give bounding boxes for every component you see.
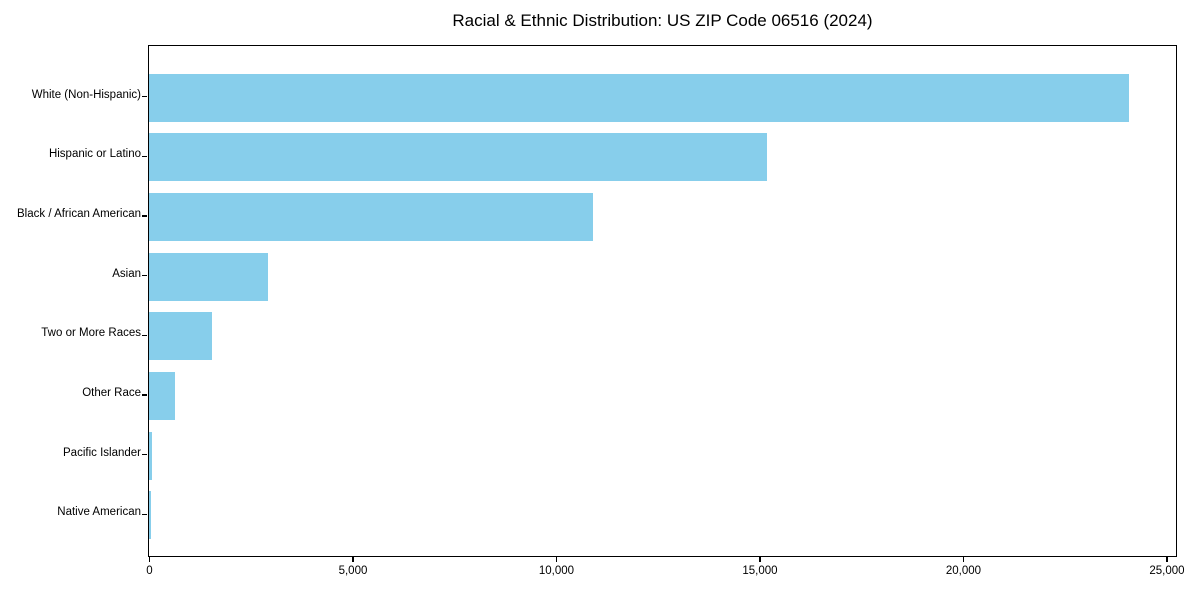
y-tick-label: Native American [57, 506, 141, 519]
bar-white-non-hispanic [149, 73, 1129, 122]
y-tick-label: Other Race [82, 387, 141, 400]
y-tick-label: Pacific Islander [63, 446, 141, 459]
x-tick-mark [148, 557, 151, 562]
bar-other-race [149, 372, 176, 421]
y-tick-mark [142, 215, 147, 217]
chart-title: Racial & Ethnic Distribution: US ZIP Cod… [452, 11, 873, 30]
x-tick-mark [759, 557, 761, 562]
bar-hispanic-or-latino [149, 133, 767, 182]
y-tick-label: Two or More Races [41, 327, 141, 340]
plot-area [148, 45, 1177, 557]
bar-asian [149, 252, 268, 301]
y-tick-label: Hispanic or Latino [48, 148, 141, 161]
bar-two-or-more-races [149, 312, 213, 361]
y-tick-mark [142, 95, 147, 98]
bar-pacific-islander [149, 431, 153, 480]
x-tick-mark [352, 557, 354, 562]
x-tick-label: 10,000 [538, 565, 575, 577]
x-tick-label: 20,000 [945, 565, 982, 577]
y-tick-mark [142, 513, 147, 516]
y-tick-mark [142, 394, 147, 396]
x-tick-mark [962, 557, 965, 562]
x-tick-mark [1166, 557, 1168, 562]
y-tick-mark [142, 454, 147, 456]
x-tick-label: 25,000 [1149, 565, 1185, 577]
y-tick-mark [142, 275, 147, 277]
y-tick-mark [142, 155, 147, 157]
y-tick-label: White (Non-Hispanic) [31, 88, 141, 101]
x-tick-label: 15,000 [742, 565, 778, 577]
x-tick-label: 0 [146, 565, 153, 577]
y-tick-label: Black / African American [17, 207, 141, 220]
y-tick-label: Asian [112, 267, 141, 280]
x-tick-mark [555, 557, 558, 562]
bar-black-african-american [149, 192, 594, 241]
y-tick-mark [142, 334, 147, 336]
bar-native-american [149, 491, 152, 540]
x-tick-label: 5,000 [338, 565, 368, 577]
